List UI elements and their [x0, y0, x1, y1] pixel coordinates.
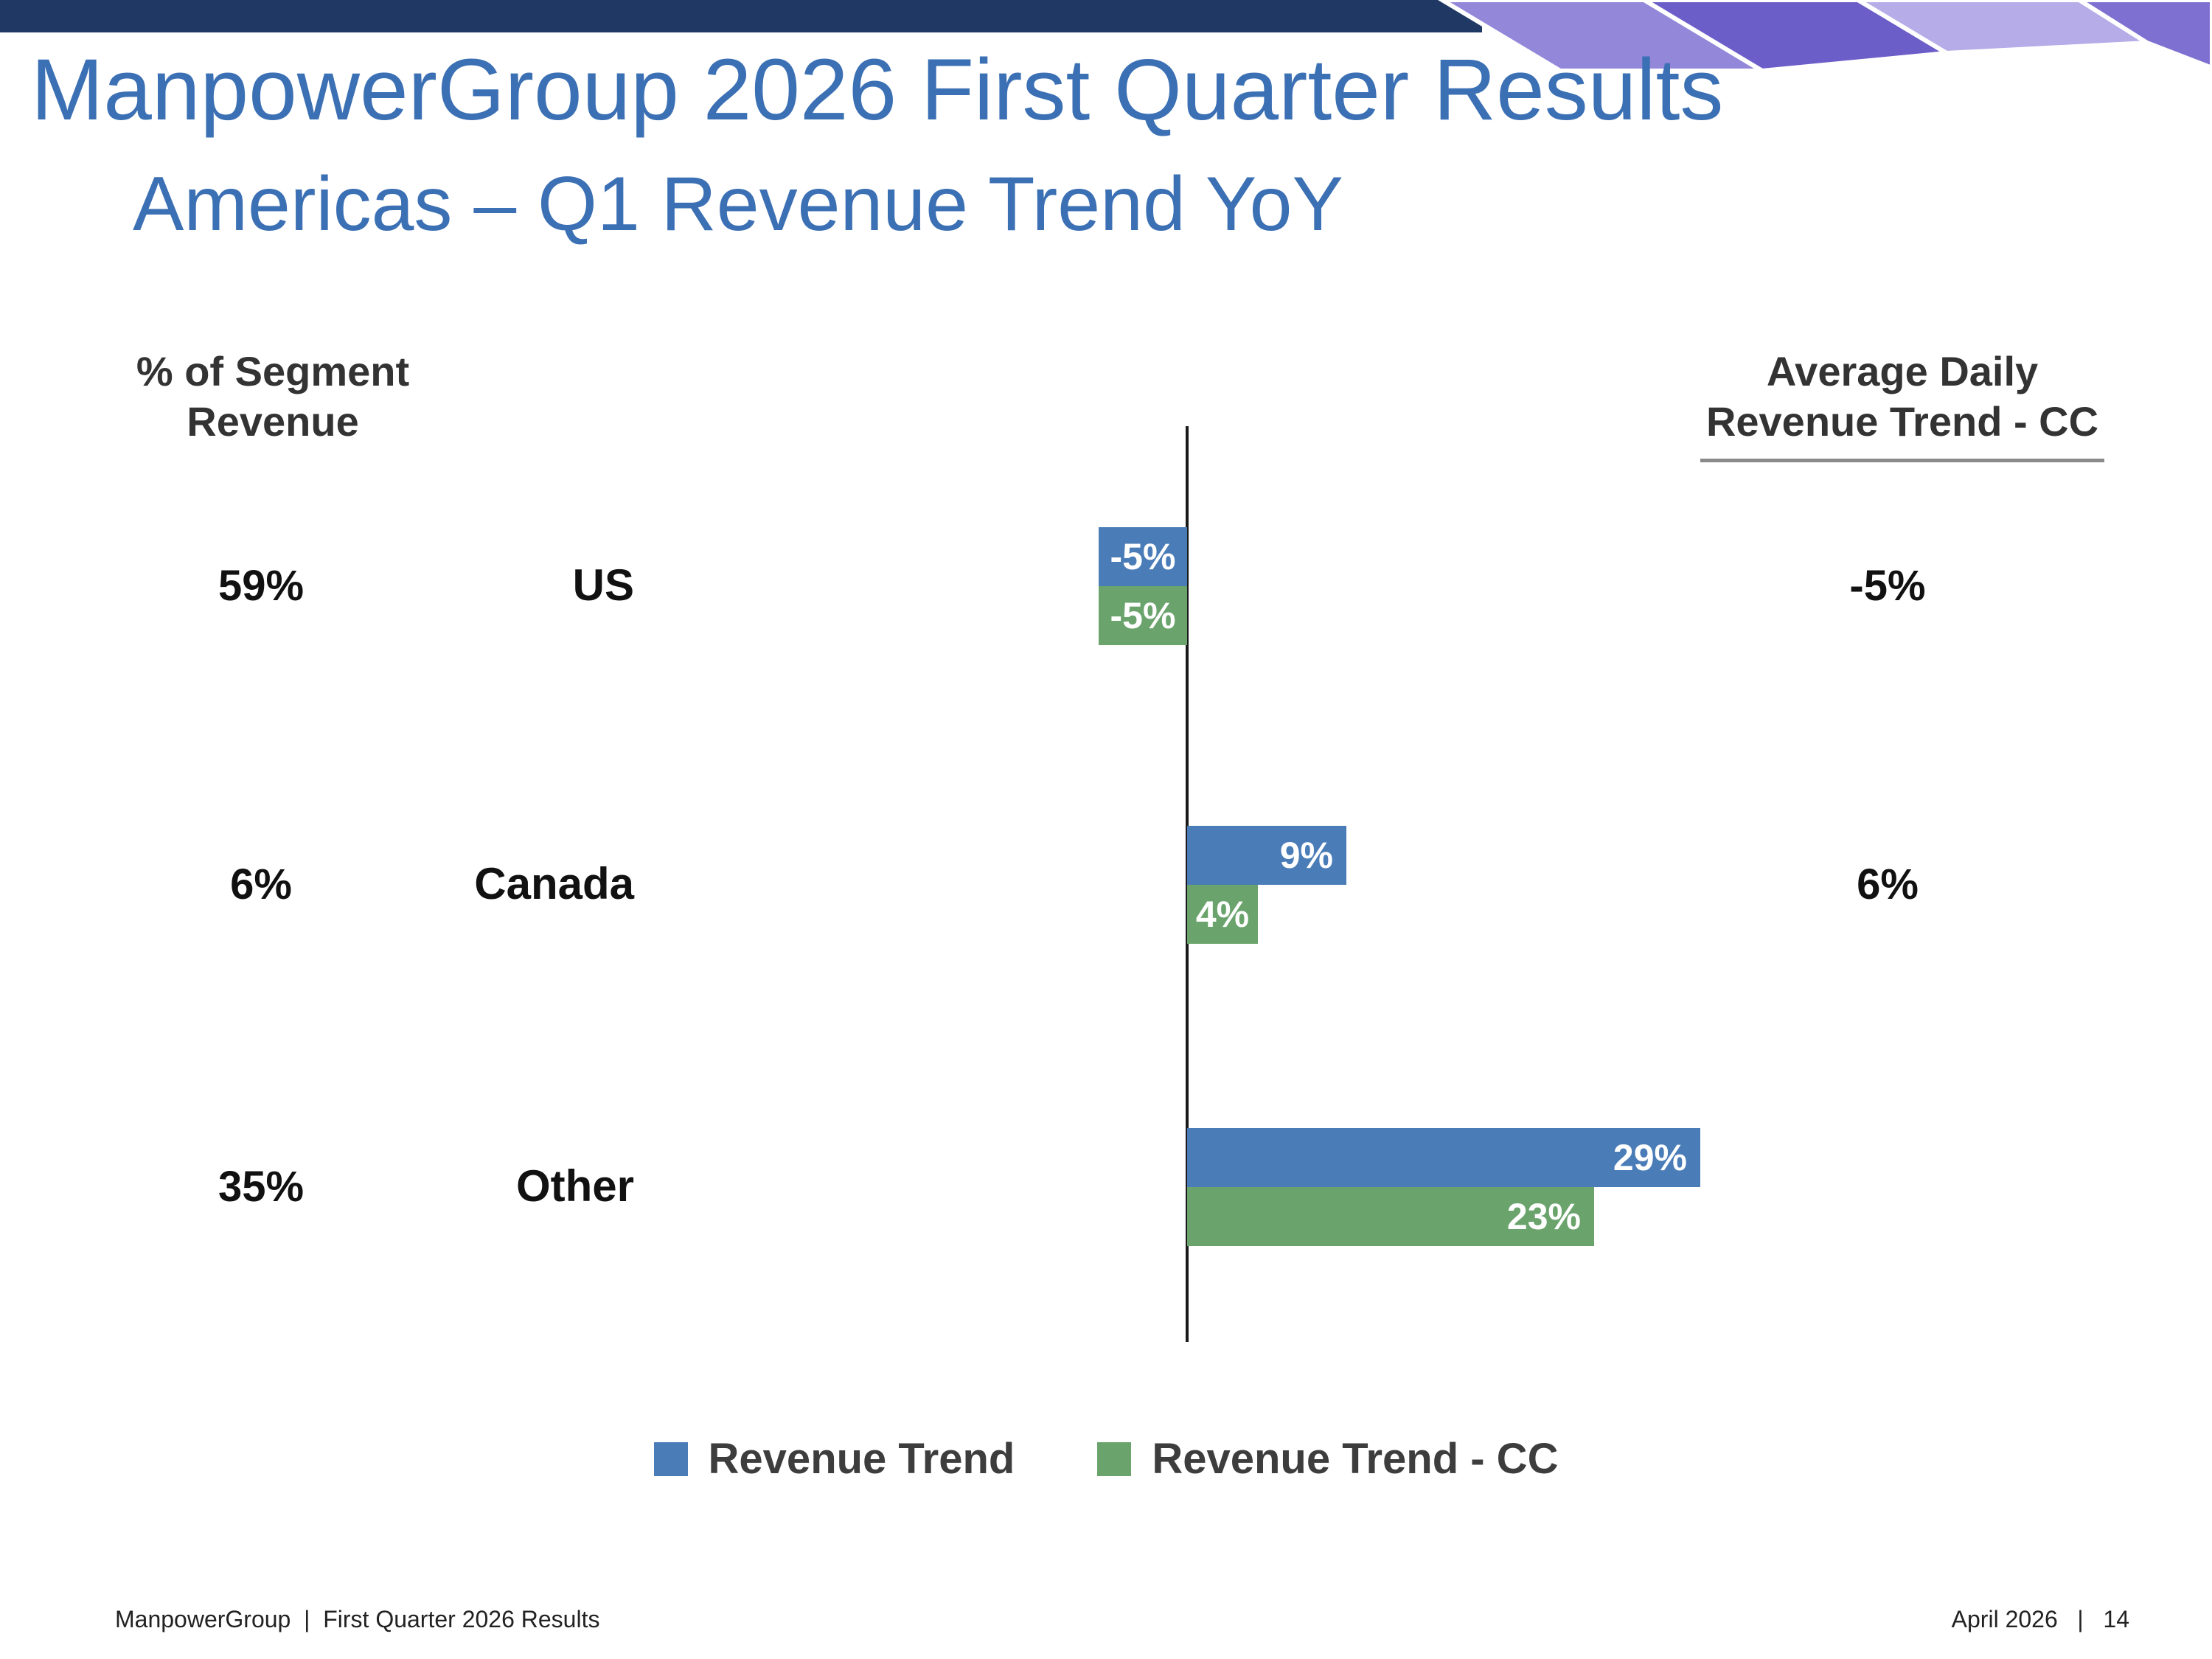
- bar-us-revenue-trend-cc: -5%: [1099, 586, 1187, 645]
- legend-swatch-revenue-trend-cc: [1097, 1441, 1132, 1476]
- segment-revenue-header-line2: Revenue: [187, 398, 359, 445]
- bar-other-revenue-trend-cc: 23%: [1187, 1187, 1594, 1246]
- top-banner-decoration: [0, 0, 2212, 74]
- slide-subtitle: Americas – Q1 Revenue Trend YoY: [133, 161, 1343, 247]
- banner-navy-bar: [0, 0, 1482, 32]
- segment-revenue-value-other: 35%: [218, 1163, 305, 1211]
- footer-right-page-number: April 2026 | 14: [1951, 1606, 2129, 1632]
- chart-legend: Revenue Trend Revenue Trend - CC: [0, 1434, 2212, 1484]
- slide-title: ManpowerGroup 2026 First Quarter Results: [31, 41, 1724, 139]
- avg-daily-value-canada: 6%: [1857, 860, 1919, 908]
- avg-daily-value-us: -5%: [1849, 562, 1926, 610]
- legend-label-revenue-trend-cc: Revenue Trend - CC: [1152, 1435, 1559, 1483]
- category-label-us: US: [572, 560, 634, 610]
- segment-revenue-value-canada: 6%: [230, 860, 292, 908]
- category-label-other: Other: [515, 1161, 634, 1211]
- avg-daily-revenue-header-line1: Average Daily: [1766, 348, 2039, 394]
- legend-swatch-revenue-trend: [653, 1441, 688, 1476]
- avg-daily-revenue-header: Average Daily Revenue Trend - CC: [1644, 347, 2160, 462]
- bar-other-revenue-trend: 29%: [1187, 1128, 1700, 1187]
- segment-revenue-header: % of Segment Revenue: [103, 347, 442, 447]
- avg-daily-revenue-header-line2: Revenue Trend - CC: [1705, 398, 2099, 445]
- bar-canada-revenue-trend-cc: 4%: [1187, 885, 1258, 944]
- bar-us-revenue-trend: -5%: [1099, 527, 1187, 586]
- avg-daily-revenue-header-text: Average Daily Revenue Trend - CC: [1700, 347, 2105, 462]
- banner-purple-shape-4: [2075, 0, 2212, 71]
- bar-canada-revenue-trend: 9%: [1187, 826, 1346, 885]
- category-label-canada: Canada: [474, 859, 634, 908]
- footer-left: ManpowerGroup | First Quarter 2026 Resul…: [115, 1606, 600, 1632]
- legend-label-revenue-trend: Revenue Trend: [708, 1435, 1015, 1483]
- segment-revenue-value-us: 59%: [218, 562, 305, 610]
- segment-revenue-header-line1: % of Segment: [136, 348, 410, 394]
